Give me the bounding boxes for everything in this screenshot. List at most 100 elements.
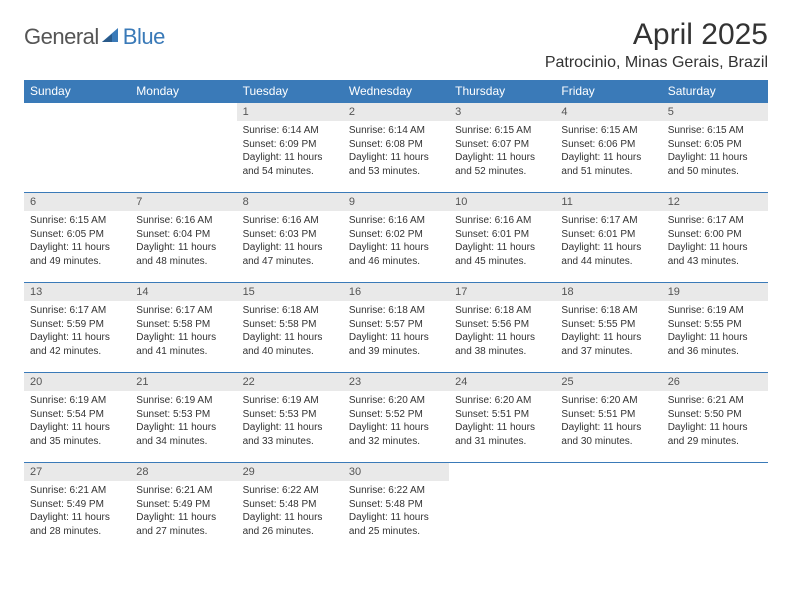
empty-cell [449, 463, 555, 482]
day-number-row: 13141516171819 [24, 283, 768, 302]
day-cell: Sunrise: 6:19 AMSunset: 5:53 PMDaylight:… [130, 391, 236, 463]
empty-cell [24, 121, 130, 193]
calendar-page: General Blue April 2025 Patrocinio, Mina… [0, 0, 792, 570]
sunset-text: Sunset: 5:57 PM [349, 318, 443, 332]
daylight-text: Daylight: 11 hours and 27 minutes. [136, 511, 230, 538]
daylight-text: Daylight: 11 hours and 31 minutes. [455, 421, 549, 448]
sunset-text: Sunset: 6:05 PM [30, 228, 124, 242]
daylight-text: Daylight: 11 hours and 54 minutes. [243, 151, 337, 178]
sunrise-text: Sunrise: 6:14 AM [349, 124, 443, 138]
daylight-text: Daylight: 11 hours and 48 minutes. [136, 241, 230, 268]
empty-cell [662, 463, 768, 482]
title-block: April 2025 Patrocinio, Minas Gerais, Bra… [545, 18, 768, 72]
day-cell: Sunrise: 6:16 AMSunset: 6:03 PMDaylight:… [237, 211, 343, 283]
sunrise-text: Sunrise: 6:21 AM [136, 484, 230, 498]
sunset-text: Sunset: 6:00 PM [668, 228, 762, 242]
day-number: 24 [449, 373, 555, 392]
sunrise-text: Sunrise: 6:19 AM [668, 304, 762, 318]
calendar-header-row: SundayMondayTuesdayWednesdayThursdayFrid… [24, 80, 768, 103]
daylight-text: Daylight: 11 hours and 36 minutes. [668, 331, 762, 358]
day-number: 9 [343, 193, 449, 212]
day-cell: Sunrise: 6:18 AMSunset: 5:55 PMDaylight:… [555, 301, 661, 373]
day-number: 3 [449, 103, 555, 122]
sunset-text: Sunset: 5:50 PM [668, 408, 762, 422]
sunrise-text: Sunrise: 6:16 AM [349, 214, 443, 228]
sunset-text: Sunset: 6:01 PM [561, 228, 655, 242]
sunrise-text: Sunrise: 6:16 AM [243, 214, 337, 228]
sunset-text: Sunset: 5:55 PM [561, 318, 655, 332]
sunset-text: Sunset: 5:51 PM [561, 408, 655, 422]
day-number-row: 6789101112 [24, 193, 768, 212]
header: General Blue April 2025 Patrocinio, Mina… [24, 18, 768, 72]
sunset-text: Sunset: 5:53 PM [243, 408, 337, 422]
daylight-text: Daylight: 11 hours and 51 minutes. [561, 151, 655, 178]
sunset-text: Sunset: 6:02 PM [349, 228, 443, 242]
day-number: 4 [555, 103, 661, 122]
sunset-text: Sunset: 6:04 PM [136, 228, 230, 242]
day-number: 21 [130, 373, 236, 392]
day-cell: Sunrise: 6:14 AMSunset: 6:09 PMDaylight:… [237, 121, 343, 193]
daylight-text: Daylight: 11 hours and 40 minutes. [243, 331, 337, 358]
sunrise-text: Sunrise: 6:17 AM [668, 214, 762, 228]
sunrise-text: Sunrise: 6:17 AM [561, 214, 655, 228]
daylight-text: Daylight: 11 hours and 33 minutes. [243, 421, 337, 448]
daylight-text: Daylight: 11 hours and 43 minutes. [668, 241, 762, 268]
day-number: 1 [237, 103, 343, 122]
day-number: 19 [662, 283, 768, 302]
sunrise-text: Sunrise: 6:15 AM [561, 124, 655, 138]
empty-cell [130, 103, 236, 122]
sunrise-text: Sunrise: 6:18 AM [349, 304, 443, 318]
sunset-text: Sunset: 5:59 PM [30, 318, 124, 332]
day-cell: Sunrise: 6:18 AMSunset: 5:58 PMDaylight:… [237, 301, 343, 373]
day-cell: Sunrise: 6:15 AMSunset: 6:06 PMDaylight:… [555, 121, 661, 193]
daylight-text: Daylight: 11 hours and 44 minutes. [561, 241, 655, 268]
sunset-text: Sunset: 6:06 PM [561, 138, 655, 152]
sunset-text: Sunset: 5:53 PM [136, 408, 230, 422]
day-number: 13 [24, 283, 130, 302]
day-cell: Sunrise: 6:16 AMSunset: 6:02 PMDaylight:… [343, 211, 449, 283]
day-number: 27 [24, 463, 130, 482]
daylight-text: Daylight: 11 hours and 38 minutes. [455, 331, 549, 358]
day-number: 23 [343, 373, 449, 392]
sunrise-text: Sunrise: 6:16 AM [136, 214, 230, 228]
weekday-header: Sunday [24, 80, 130, 103]
day-cell: Sunrise: 6:16 AMSunset: 6:01 PMDaylight:… [449, 211, 555, 283]
day-cell: Sunrise: 6:20 AMSunset: 5:52 PMDaylight:… [343, 391, 449, 463]
day-cell: Sunrise: 6:19 AMSunset: 5:53 PMDaylight:… [237, 391, 343, 463]
daylight-text: Daylight: 11 hours and 35 minutes. [30, 421, 124, 448]
daylight-text: Daylight: 11 hours and 52 minutes. [455, 151, 549, 178]
sunrise-text: Sunrise: 6:19 AM [243, 394, 337, 408]
sunrise-text: Sunrise: 6:22 AM [349, 484, 443, 498]
sunset-text: Sunset: 5:52 PM [349, 408, 443, 422]
month-title: April 2025 [545, 18, 768, 52]
logo-text-blue: Blue [123, 24, 165, 50]
day-number: 14 [130, 283, 236, 302]
daylight-text: Daylight: 11 hours and 47 minutes. [243, 241, 337, 268]
day-body-row: Sunrise: 6:15 AMSunset: 6:05 PMDaylight:… [24, 211, 768, 283]
day-body-row: Sunrise: 6:19 AMSunset: 5:54 PMDaylight:… [24, 391, 768, 463]
daylight-text: Daylight: 11 hours and 41 minutes. [136, 331, 230, 358]
day-cell: Sunrise: 6:22 AMSunset: 5:48 PMDaylight:… [237, 481, 343, 552]
day-number: 7 [130, 193, 236, 212]
day-cell: Sunrise: 6:17 AMSunset: 5:58 PMDaylight:… [130, 301, 236, 373]
day-number: 16 [343, 283, 449, 302]
sunrise-text: Sunrise: 6:15 AM [668, 124, 762, 138]
sunset-text: Sunset: 5:51 PM [455, 408, 549, 422]
day-number-row: 12345 [24, 103, 768, 122]
empty-cell [449, 481, 555, 552]
day-number-row: 20212223242526 [24, 373, 768, 392]
daylight-text: Daylight: 11 hours and 37 minutes. [561, 331, 655, 358]
weekday-header: Wednesday [343, 80, 449, 103]
daylight-text: Daylight: 11 hours and 45 minutes. [455, 241, 549, 268]
day-body-row: Sunrise: 6:17 AMSunset: 5:59 PMDaylight:… [24, 301, 768, 373]
sunrise-text: Sunrise: 6:18 AM [243, 304, 337, 318]
logo-arrow-icon [102, 26, 122, 49]
day-number: 8 [237, 193, 343, 212]
location: Patrocinio, Minas Gerais, Brazil [545, 54, 768, 72]
day-body-row: Sunrise: 6:14 AMSunset: 6:09 PMDaylight:… [24, 121, 768, 193]
day-number: 15 [237, 283, 343, 302]
daylight-text: Daylight: 11 hours and 26 minutes. [243, 511, 337, 538]
sunset-text: Sunset: 6:09 PM [243, 138, 337, 152]
daylight-text: Daylight: 11 hours and 49 minutes. [30, 241, 124, 268]
empty-cell [555, 481, 661, 552]
